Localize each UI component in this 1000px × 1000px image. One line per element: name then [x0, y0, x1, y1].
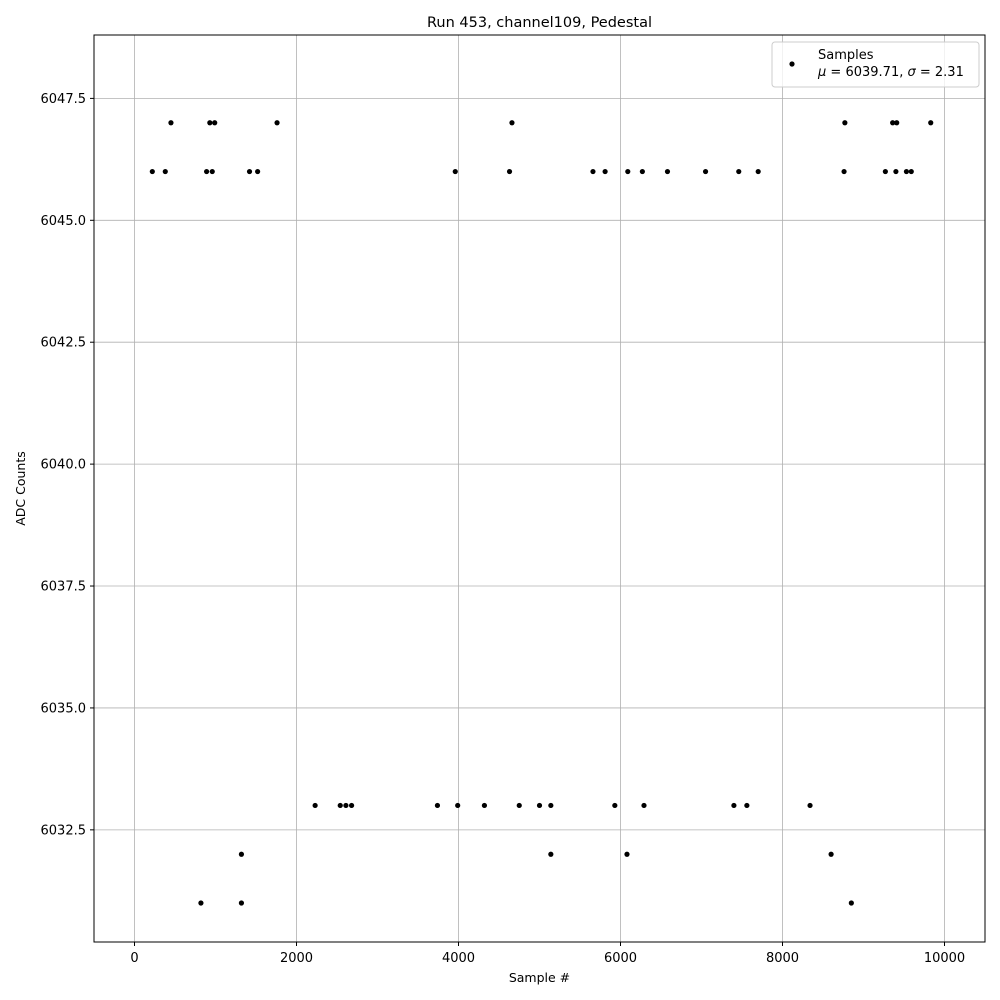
y-tick-label: 6042.5 — [41, 336, 87, 351]
data-point — [434, 802, 441, 809]
legend-sigma-symbol: σ — [907, 65, 916, 80]
data-point — [590, 168, 596, 175]
data-point — [664, 168, 671, 175]
data-point — [149, 168, 155, 175]
data-point — [548, 802, 554, 809]
data-point — [548, 851, 554, 857]
data-point — [890, 120, 896, 126]
legend: Samples μ = 6039.71, σ = 2.31 — [771, 41, 980, 88]
data-point — [639, 168, 645, 175]
data-point — [893, 168, 899, 175]
data-point — [612, 802, 618, 809]
y-tick-label: 6045.0 — [41, 214, 87, 229]
plot-frame — [93, 34, 986, 943]
y-axis-label: ADC Counts — [13, 451, 28, 526]
data-point — [162, 168, 168, 175]
legend-marker — [789, 61, 795, 67]
legend-separator: , — [899, 65, 907, 80]
y-tick-label: 6037.5 — [41, 580, 87, 595]
data-point — [452, 168, 458, 175]
data-point — [736, 168, 742, 175]
data-point — [455, 802, 461, 809]
data-point — [312, 802, 318, 809]
data-point — [731, 802, 737, 809]
data-point — [209, 168, 215, 175]
data-point — [894, 120, 900, 126]
data-point — [848, 900, 854, 906]
data-point — [207, 120, 213, 126]
data-point — [842, 120, 848, 126]
legend-sigma-equals: = — [916, 65, 935, 80]
data-points — [149, 120, 934, 906]
data-point — [702, 168, 709, 175]
data-point — [348, 802, 355, 809]
data-point — [238, 900, 245, 906]
x-tick-label: 6000 — [604, 951, 637, 966]
data-point — [506, 168, 513, 175]
data-point — [744, 802, 750, 809]
data-point — [337, 802, 343, 809]
y-tick-label: 6047.5 — [41, 92, 87, 107]
data-point — [168, 120, 174, 126]
y-tick-label: 6035.0 — [41, 701, 87, 716]
data-point — [516, 802, 522, 809]
data-point — [755, 168, 761, 175]
data-point — [238, 851, 245, 857]
data-point — [536, 802, 543, 809]
legend-mu-value: 6039.71 — [845, 65, 899, 80]
data-point — [908, 168, 914, 175]
data-point — [841, 168, 847, 175]
data-point — [903, 168, 910, 175]
y-axis-ticks: 6032.5 6035.0 6037.5 6040.0 6042.5 6045.0 6047… — [41, 92, 94, 838]
x-axis-label: Sample # — [509, 970, 570, 985]
legend-stats-label: μ = 6039.71, σ = 2.31 — [817, 65, 964, 80]
legend-series-label: Samples — [818, 48, 874, 63]
data-point — [343, 802, 349, 809]
data-point — [602, 168, 608, 175]
grid-lines — [94, 35, 985, 942]
data-point — [882, 168, 888, 175]
data-point — [828, 851, 834, 857]
data-point — [625, 168, 631, 175]
x-tick-label: 0 — [130, 951, 138, 966]
data-point — [807, 802, 813, 809]
legend-sigma-value: 2.31 — [935, 65, 964, 80]
x-tick-label: 4000 — [442, 951, 475, 966]
data-point — [198, 900, 204, 906]
data-point — [274, 120, 280, 126]
legend-box — [771, 41, 980, 88]
y-tick-label: 6032.5 — [41, 823, 87, 838]
y-tick-label: 6040.0 — [41, 458, 87, 473]
chart-title: Run 453, channel109, Pedestal — [427, 15, 652, 31]
x-tick-label: 2000 — [280, 951, 313, 966]
data-point — [624, 851, 630, 857]
data-point — [255, 168, 261, 175]
data-point — [641, 802, 647, 809]
data-point — [928, 120, 934, 126]
x-axis-ticks: 0 2000 4000 6000 8000 10000 — [130, 942, 965, 966]
x-tick-label: 8000 — [766, 951, 799, 966]
x-tick-label: 10000 — [924, 951, 965, 966]
data-point — [203, 168, 210, 175]
plot-area — [94, 35, 985, 942]
data-point — [212, 120, 218, 126]
legend-mu-symbol: μ — [817, 65, 826, 80]
legend-mu-equals: = — [826, 65, 845, 80]
data-point — [481, 802, 488, 809]
data-point — [509, 120, 515, 126]
data-point — [246, 168, 253, 175]
